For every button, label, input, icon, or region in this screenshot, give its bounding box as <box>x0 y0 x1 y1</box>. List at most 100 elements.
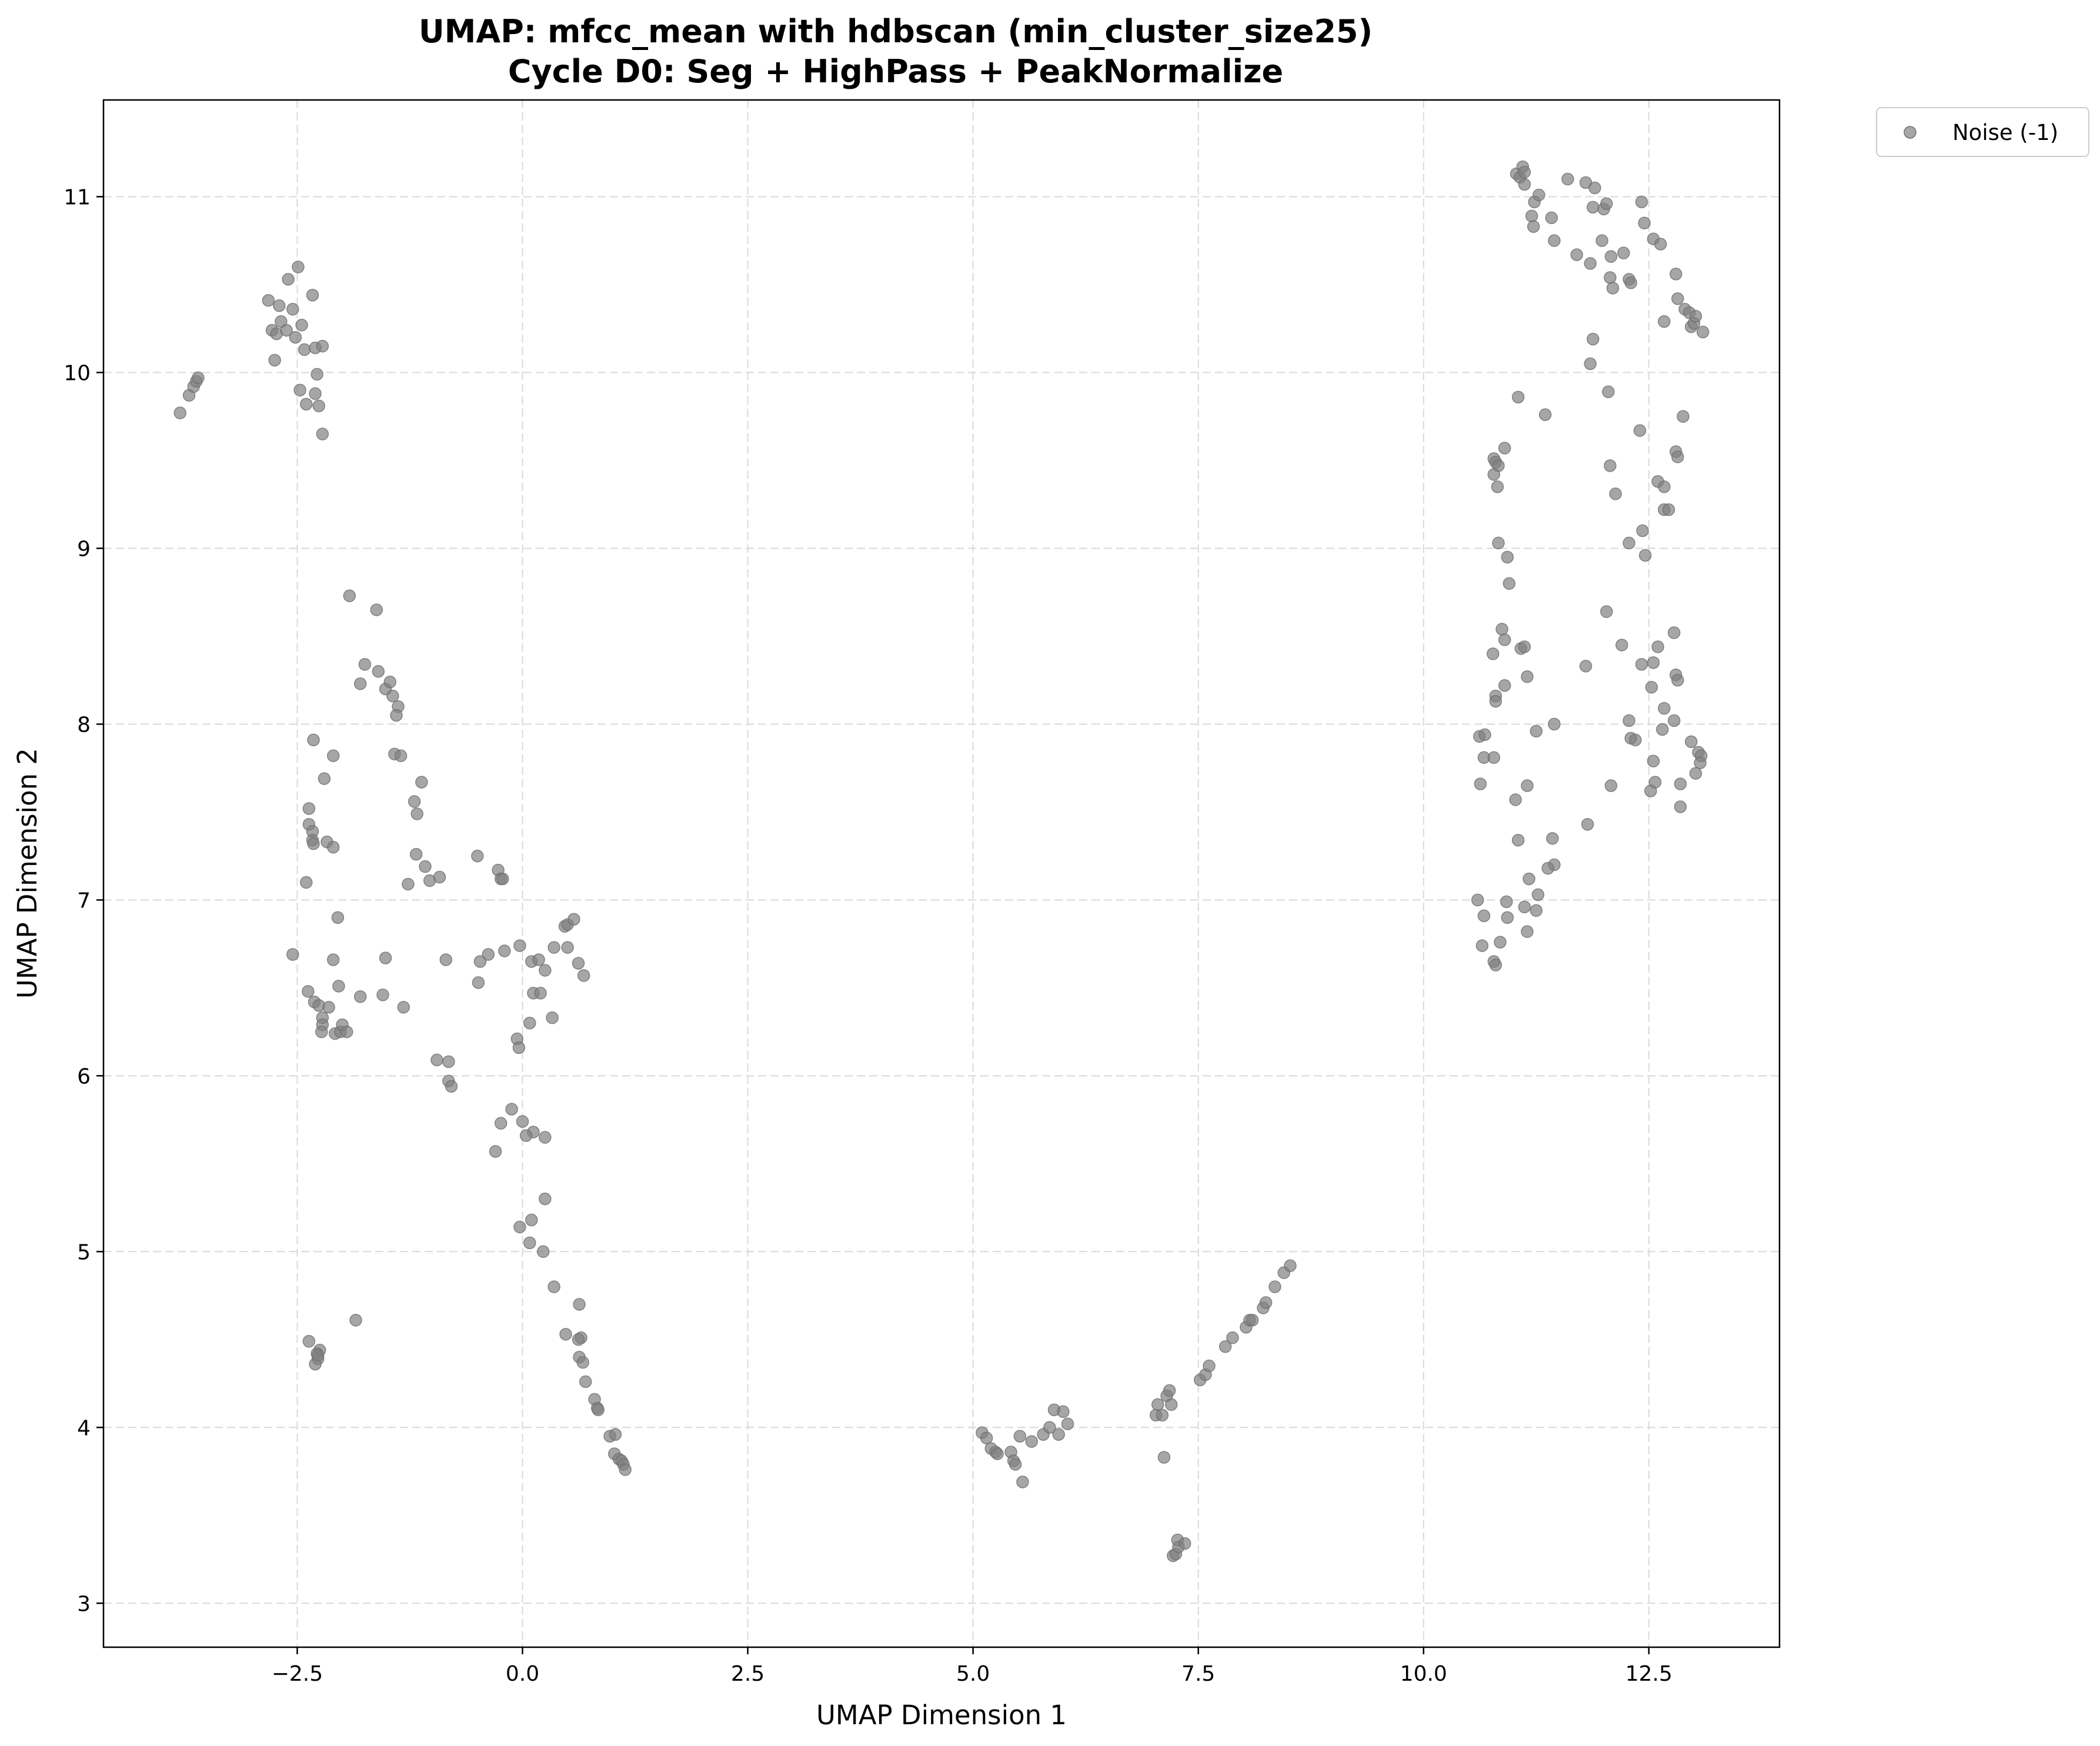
x-tick-label: 5.0 <box>956 1662 990 1686</box>
data-point <box>516 1115 529 1128</box>
x-tick-label: 10.0 <box>1400 1662 1447 1686</box>
data-point <box>1530 904 1543 917</box>
data-point <box>316 339 329 353</box>
y-tick-label: 9 <box>77 537 91 561</box>
data-point <box>1163 1384 1176 1397</box>
data-point <box>1622 714 1635 727</box>
data-point <box>1471 893 1484 907</box>
data-point <box>561 941 574 954</box>
data-point <box>340 1025 353 1039</box>
data-point <box>268 353 281 367</box>
y-tick-label: 4 <box>77 1416 91 1440</box>
data-point <box>311 1348 325 1362</box>
data-point <box>332 980 345 993</box>
data-point <box>1531 888 1545 902</box>
data-point <box>546 1011 559 1024</box>
data-point <box>1609 487 1622 500</box>
data-point <box>302 1335 316 1348</box>
data-point <box>980 1431 993 1444</box>
data-point <box>1658 315 1671 328</box>
data-point <box>372 665 385 678</box>
data-point <box>991 1447 1004 1460</box>
data-point <box>1633 424 1647 437</box>
data-point <box>496 872 509 886</box>
data-point <box>1588 181 1601 195</box>
data-point <box>559 1328 572 1341</box>
data-point <box>273 299 286 312</box>
legend-label-noise: Noise (-1) <box>1952 120 2058 145</box>
data-point <box>1013 1430 1027 1443</box>
data-point <box>577 969 590 982</box>
data-point <box>1259 1296 1273 1309</box>
plot-area-frame <box>102 99 1781 1648</box>
data-point <box>1157 1451 1171 1464</box>
y-tick-label: 5 <box>77 1240 91 1264</box>
data-point <box>494 1117 508 1130</box>
data-point <box>1486 647 1500 660</box>
data-point <box>539 1192 552 1206</box>
data-point <box>1533 188 1545 202</box>
y-tick-label: 10 <box>64 361 91 385</box>
data-point <box>322 1000 335 1014</box>
legend-marker-noise <box>1904 126 1917 139</box>
data-point <box>505 1103 518 1116</box>
data-point <box>1667 714 1681 727</box>
data-point <box>1156 1408 1169 1422</box>
data-point <box>547 1280 560 1293</box>
data-point <box>1478 728 1491 742</box>
data-point <box>430 1053 443 1067</box>
scatter-points <box>173 160 1710 1563</box>
data-point <box>1164 1398 1178 1411</box>
data-point <box>1671 450 1684 463</box>
data-point <box>1043 1421 1056 1434</box>
data-point <box>1521 779 1534 792</box>
data-point <box>1635 195 1648 209</box>
legend-box <box>1876 107 2089 157</box>
data-point <box>1685 735 1698 749</box>
data-point <box>1503 577 1516 590</box>
data-point <box>415 776 428 789</box>
data-point <box>513 1220 526 1234</box>
data-point <box>306 289 319 302</box>
data-point <box>1606 282 1620 295</box>
data-point <box>1541 862 1554 875</box>
data-point <box>1658 480 1671 493</box>
data-point <box>1523 872 1535 886</box>
data-point <box>1495 623 1508 636</box>
data-point <box>1645 680 1658 694</box>
data-point <box>1615 639 1628 652</box>
data-point <box>1268 1280 1281 1293</box>
data-point <box>445 1080 458 1093</box>
data-point <box>376 989 389 1001</box>
y-tick-label: 7 <box>77 889 91 913</box>
data-point <box>1584 257 1597 270</box>
data-point <box>539 1131 552 1144</box>
grid-lines <box>104 100 1780 1647</box>
data-point <box>1009 1458 1022 1471</box>
data-point <box>1667 626 1681 639</box>
data-point <box>572 1333 585 1346</box>
y-tick-label: 3 <box>77 1592 91 1616</box>
data-point <box>1579 659 1592 673</box>
data-point <box>1629 733 1642 747</box>
legend: Noise (-1) <box>1876 107 2089 157</box>
data-point <box>519 1129 533 1142</box>
x-axis-label: UMAP Dimension 1 <box>816 1700 1067 1731</box>
data-point <box>326 953 340 966</box>
data-point <box>1498 442 1511 455</box>
data-point <box>353 990 367 1003</box>
data-point <box>1570 248 1583 261</box>
data-point <box>302 985 315 998</box>
data-point <box>609 1428 622 1441</box>
data-point <box>576 1356 589 1369</box>
data-point <box>1474 777 1487 790</box>
data-point <box>1546 832 1559 845</box>
chart-subtitle: Cycle D0: Seg + HighPass + PeakNormalize <box>508 53 1283 90</box>
x-tick-label: −2.5 <box>272 1662 323 1686</box>
data-point <box>1487 468 1501 481</box>
data-point <box>1151 1398 1164 1411</box>
data-point <box>1203 1359 1216 1373</box>
data-point <box>1647 755 1660 767</box>
y-tick-label: 6 <box>77 1064 91 1089</box>
